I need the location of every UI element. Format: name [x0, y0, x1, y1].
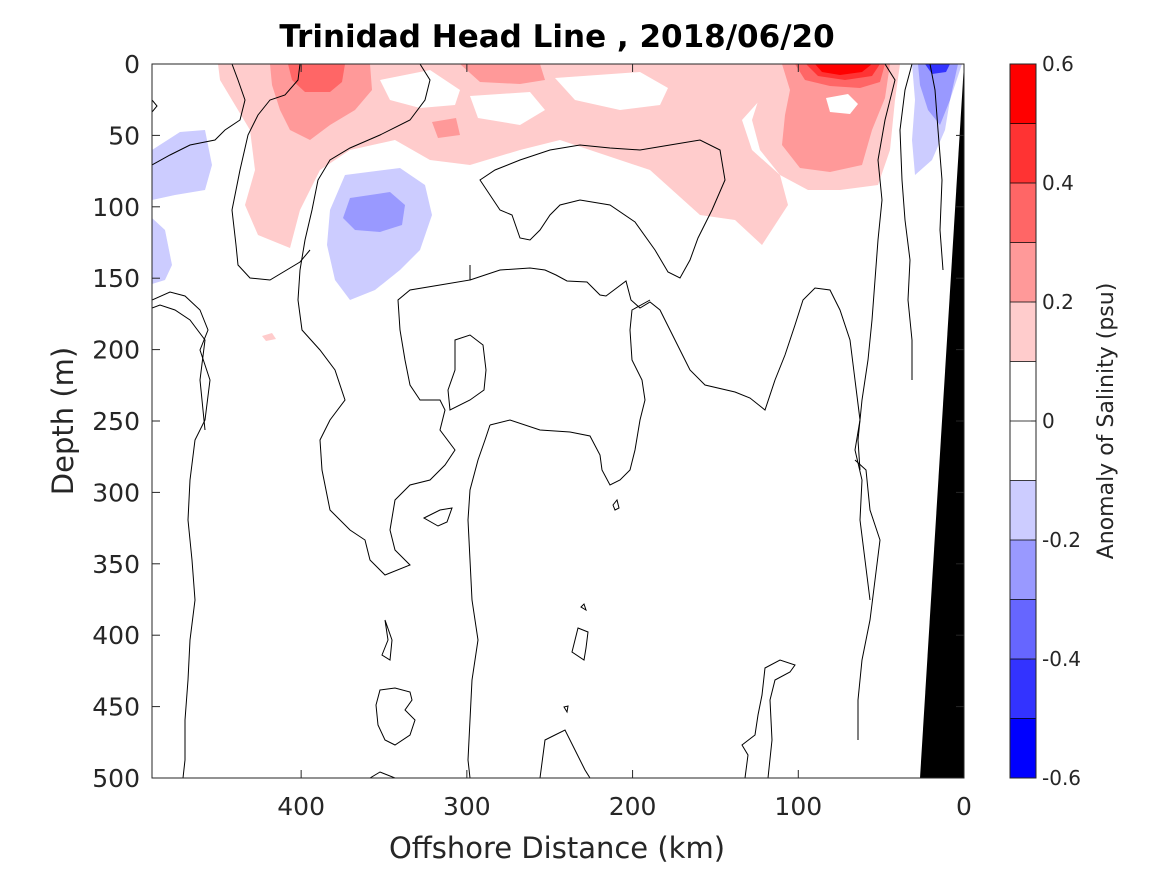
colorbar-tick-label: 0.2	[1042, 290, 1074, 314]
contour-line	[422, 507, 453, 527]
y-tick-label: 300	[92, 478, 140, 507]
contour-line	[489, 299, 651, 486]
positive-patch-mid-2	[432, 118, 460, 138]
negative-eddy-inner	[343, 192, 405, 232]
contour-line	[297, 64, 471, 576]
colorbar-swatch	[1010, 421, 1036, 481]
colorbar-tick-label: -0.2	[1042, 528, 1081, 552]
contour-line	[899, 64, 913, 380]
colorbar-label: Anomaly of Salinity (psu)	[1094, 283, 1119, 560]
contour-line	[479, 139, 726, 279]
y-axis-label: Depth (m)	[46, 347, 80, 495]
positive-spot	[262, 333, 276, 341]
y-tick-label: 50	[108, 121, 140, 150]
contour-line	[375, 687, 416, 746]
positive-patch-nearshore	[782, 64, 890, 172]
colorbar: 0.6 0.4 0.2 0 -0.2 -0.4 -0.6	[1009, 52, 1081, 790]
positive-core-nearshore-peak	[815, 64, 872, 75]
neutral-gap-1	[380, 70, 460, 108]
x-tick-label: 0	[956, 792, 972, 821]
x-tick-label: 200	[609, 792, 657, 821]
x-axis-label: Offshore Distance (km)	[389, 831, 725, 865]
colorbar-tick-label: 0.4	[1042, 171, 1074, 195]
contour-line	[741, 659, 796, 778]
contour-line	[854, 459, 881, 740]
colorbar-swatch	[1010, 302, 1036, 362]
y-tick-label: 450	[92, 693, 140, 722]
colorbar-swatch	[1010, 361, 1036, 421]
colorbar-swatch	[1010, 242, 1036, 302]
neutral-hole-nearshore	[826, 94, 858, 114]
negative-coastal-mid	[918, 64, 958, 125]
contour-line	[539, 729, 591, 778]
contour-line	[580, 603, 587, 612]
seafloor-mask	[920, 64, 964, 778]
colorbar-swatch	[1010, 123, 1036, 183]
neutral-gap-3	[470, 92, 545, 125]
colorbar-swatch	[1010, 718, 1036, 778]
chart-title: Trinidad Head Line , 2018/06/20	[279, 19, 834, 55]
x-axis-ticks: 400 300 200 100 0	[277, 64, 972, 821]
zero-contours	[152, 64, 944, 778]
contour-line	[152, 291, 211, 778]
contour-line	[381, 619, 393, 661]
positive-band-offshore	[218, 64, 880, 248]
contour-line	[152, 99, 158, 113]
y-tick-label: 350	[92, 550, 140, 579]
y-axis-ticks: 0 50 100 150 200 250 300 350 400 450 500	[92, 50, 964, 793]
colorbar-swatch	[1010, 480, 1036, 540]
colorbar-swatch	[1010, 599, 1036, 659]
contour-line	[152, 304, 206, 431]
colorbar-swatch	[1010, 183, 1036, 243]
positive-core-offshore	[288, 64, 345, 92]
contour-line	[929, 64, 944, 271]
colorbar-tick-label: 0	[1042, 409, 1055, 433]
y-tick-label: 150	[92, 264, 140, 293]
colorbar-tick-label: 0.6	[1042, 52, 1074, 76]
contour-line	[467, 424, 491, 778]
y-tick-label: 100	[92, 193, 140, 222]
neutral-gap-2	[555, 72, 668, 110]
y-tick-label: 200	[92, 336, 140, 365]
x-tick-label: 100	[774, 792, 822, 821]
x-tick-label: 400	[277, 792, 325, 821]
contour-line	[563, 705, 569, 714]
contour-line	[152, 64, 246, 166]
colorbar-tick-label: -0.6	[1042, 766, 1081, 790]
contour-line	[231, 64, 311, 281]
colorbar-swatch	[1010, 64, 1036, 124]
y-tick-label: 500	[92, 764, 140, 793]
negative-far-offshore	[152, 130, 212, 200]
contour-line	[612, 498, 620, 511]
contour-line	[571, 627, 589, 661]
x-tick-label: 300	[443, 792, 491, 821]
colorbar-tick-label: -0.4	[1042, 647, 1081, 671]
contour-line	[469, 267, 871, 601]
colorbar-swatch	[1010, 540, 1036, 600]
contour-line	[369, 771, 396, 778]
positive-patch-mid-1	[460, 64, 545, 84]
negative-far-offshore-lower	[152, 218, 172, 284]
y-tick-label: 400	[92, 621, 140, 650]
y-tick-label: 0	[124, 50, 140, 79]
contour-line	[447, 334, 487, 411]
y-tick-label: 250	[92, 407, 140, 436]
colorbar-swatch	[1010, 659, 1036, 719]
contour-line	[857, 64, 896, 471]
